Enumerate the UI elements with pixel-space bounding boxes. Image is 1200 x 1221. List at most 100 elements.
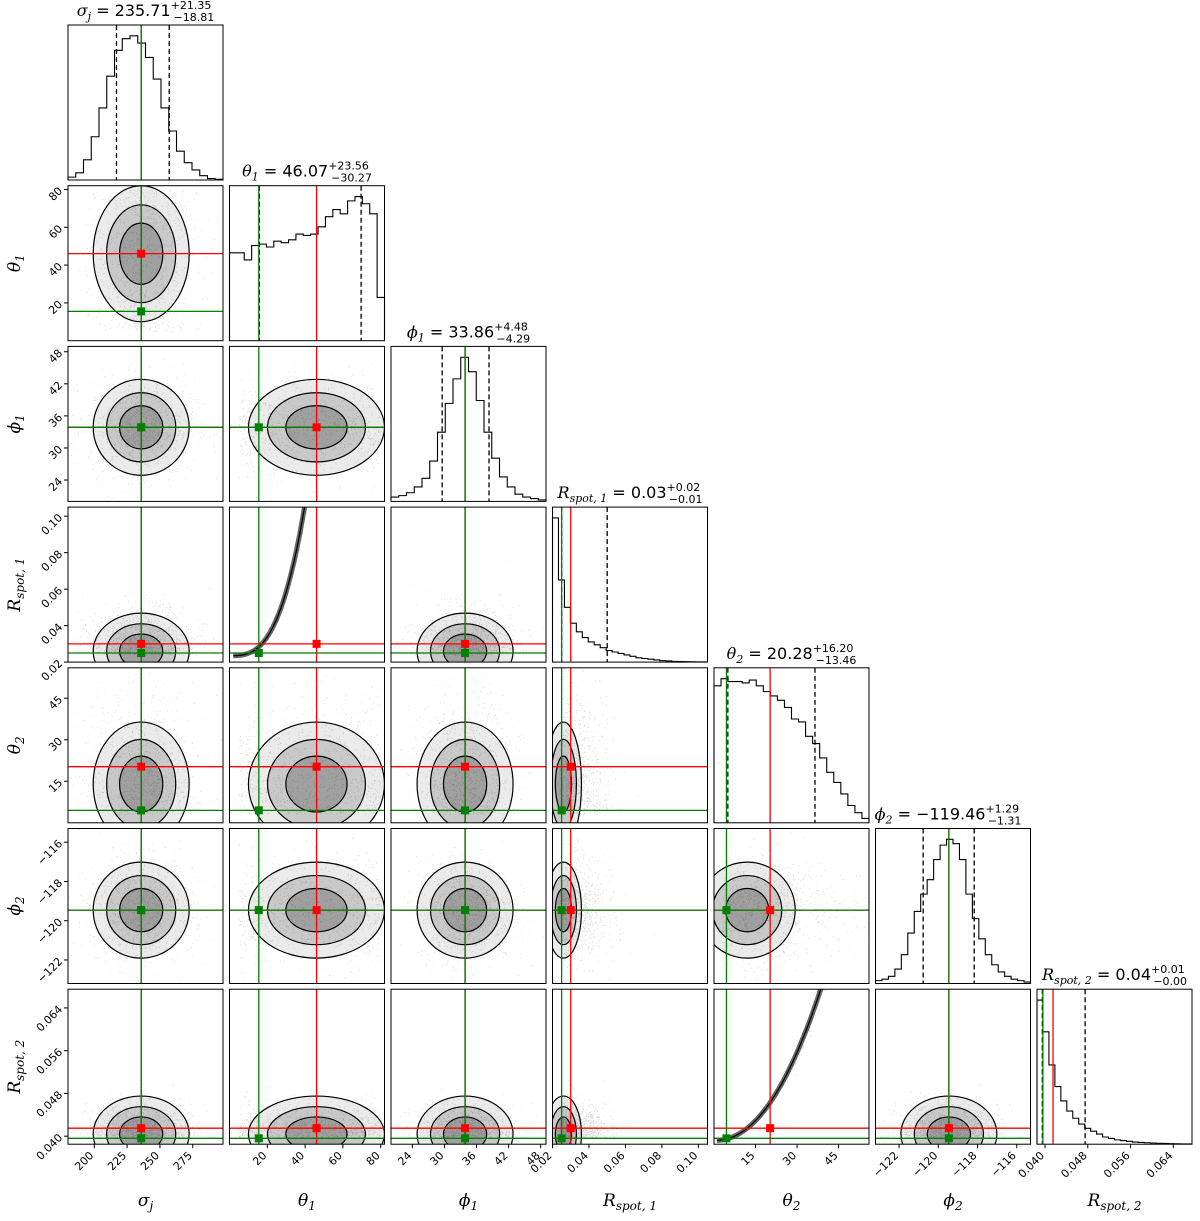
x-tick-label: 40 — [288, 1149, 307, 1168]
panel-frame — [713, 988, 870, 1145]
panel-frame — [552, 828, 708, 984]
histogram-R_spot_2: Rspot, 2 = 0.04+0.01 −0.00 — [1036, 963, 1193, 1145]
y-tick-label: 15 — [46, 776, 65, 795]
truth-marker — [557, 1134, 566, 1143]
contour-line — [552, 1106, 577, 1145]
map-marker — [137, 1124, 146, 1133]
panel-frame — [390, 506, 547, 663]
panel-sigma_j-vs-theta_2 — [67, 667, 224, 824]
x-tick-label: −116 — [988, 1149, 1019, 1180]
density-level — [552, 722, 582, 823]
x-axis-phi_2: −122 −120 −118 −116 ϕ2 — [871, 1144, 1019, 1213]
y-axis-theta_2: 15 30 45 θ2 — [5, 693, 68, 795]
y-tick-label: 0.064 — [34, 1003, 65, 1034]
contour-line — [552, 738, 577, 823]
panel-frame — [67, 988, 224, 1145]
x-tick-label: 15 — [739, 1149, 758, 1168]
x-tick-label: 42 — [492, 1149, 511, 1168]
y-tick-label: 42 — [46, 379, 65, 398]
panel-frame — [229, 828, 385, 984]
map-marker — [137, 639, 146, 648]
panel-frame — [390, 667, 547, 824]
contour-line — [552, 721, 583, 823]
x-tick-label: 0.048 — [1058, 1149, 1089, 1180]
truth-marker — [137, 806, 146, 815]
y-tick-label: 24 — [46, 475, 65, 494]
scatter-points — [559, 668, 639, 816]
histogram-phi_2: ϕ2 = −119.46+1.29 −1.31 — [875, 803, 1032, 984]
map-marker — [312, 906, 321, 915]
panel-frame — [229, 667, 385, 824]
y-axis-R_spot_2: 0.040 0.048 0.056 0.064 Rspot, 2 — [5, 1003, 68, 1163]
histogram-sigma_j: σj = 235.71+21.35 −18.81 — [67, 0, 224, 181]
panel-frame — [67, 828, 224, 984]
x-tick-label: −118 — [949, 1149, 980, 1180]
truth-marker — [254, 423, 263, 432]
x-axis-theta_2: 15 30 45 θ2 — [739, 1144, 841, 1213]
scatter-points — [68, 588, 214, 656]
x-tick-label: 0.064 — [1144, 1149, 1175, 1180]
panel-frame — [552, 667, 708, 824]
y-tick-label: 0.02 — [39, 657, 66, 684]
x-label-theta_2: θ2 — [783, 1191, 801, 1213]
x-tick-label: 45 — [822, 1149, 841, 1168]
map-marker — [312, 762, 321, 771]
panel-theta_2-vs-R_spot_2 — [713, 988, 870, 1145]
panel-theta_1-vs-theta_2 — [229, 667, 385, 824]
scatter-points — [233, 507, 308, 657]
panel-theta_1-vs-R_spot_2 — [229, 988, 385, 1145]
panel-frame — [552, 988, 708, 1145]
x-tick-label: 250 — [138, 1149, 162, 1173]
x-tick-label: 0.04 — [565, 1149, 592, 1176]
y-tick-label: 30 — [46, 443, 65, 462]
map-marker — [766, 1124, 775, 1133]
panel-frame — [67, 667, 224, 824]
map-marker — [137, 762, 146, 771]
x-tick-label: 225 — [105, 1149, 129, 1173]
y-axis-R_spot_1: 0.02 0.04 0.06 0.08 0.10 Rspot, 1 — [5, 511, 68, 684]
contour-line — [552, 1095, 583, 1145]
panel-frame — [875, 988, 1031, 1145]
title-phi_2: ϕ2 = −119.46+1.29 −1.31 — [875, 803, 1022, 828]
panel-frame — [713, 828, 870, 984]
panel-theta_1-vs-R_spot_1 — [229, 506, 385, 663]
x-tick-label: 20 — [250, 1149, 269, 1168]
y-label-theta_1: θ1 — [5, 254, 27, 272]
map-marker — [312, 639, 321, 648]
panel-frame — [390, 828, 547, 984]
title-R_spot_1: Rspot, 1 = 0.03+0.02 −0.01 — [557, 481, 703, 506]
x-tick-label: 0.06 — [601, 1149, 628, 1176]
x-tick-label: 30 — [780, 1149, 799, 1168]
truth-marker — [944, 1134, 953, 1143]
y-axis-phi_1: 24 30 36 42 48 ϕ1 — [5, 347, 68, 494]
y-tick-label: 0.10 — [39, 511, 66, 538]
truth-marker — [557, 806, 566, 815]
y-label-phi_1: ϕ1 — [5, 414, 27, 433]
y-tick-label: −122 — [35, 955, 66, 986]
truth-marker — [722, 906, 731, 915]
x-axis-theta_1: 20 40 60 80 θ1 — [250, 1144, 383, 1213]
panel-phi_2-vs-R_spot_2 — [875, 988, 1031, 1145]
truth-marker — [137, 906, 146, 915]
y-axis-phi_2: −122 −120 −118 −116 ϕ2 — [5, 837, 68, 986]
y-label-R_spot_1: Rspot, 1 — [5, 558, 27, 613]
scatter-points — [559, 1080, 633, 1139]
panel-frame — [67, 345, 224, 502]
x-label-R_spot_2: Rspot, 2 — [1087, 1191, 1142, 1213]
panel-theta_1-vs-phi_1 — [229, 345, 385, 502]
title-theta_1: θ1 = 46.07+23.56 −30.27 — [242, 160, 372, 185]
panel-sigma_j-vs-theta_1 — [67, 185, 224, 342]
panel-R_spot_1-vs-theta_2 — [552, 667, 708, 824]
hist-frame-phi_1 — [390, 345, 547, 502]
scatter-points — [73, 189, 218, 332]
x-tick-label: −120 — [910, 1149, 941, 1180]
panel-R_spot_1-vs-R_spot_2 — [552, 988, 708, 1145]
y-axis-theta_1: 20 40 60 80 θ1 — [5, 185, 68, 317]
hist-step-R_spot_2 — [1036, 999, 1193, 1145]
x-label-R_spot_1: Rspot, 1 — [602, 1191, 657, 1213]
contour-line — [233, 507, 306, 657]
y-tick-label: −118 — [35, 877, 66, 908]
